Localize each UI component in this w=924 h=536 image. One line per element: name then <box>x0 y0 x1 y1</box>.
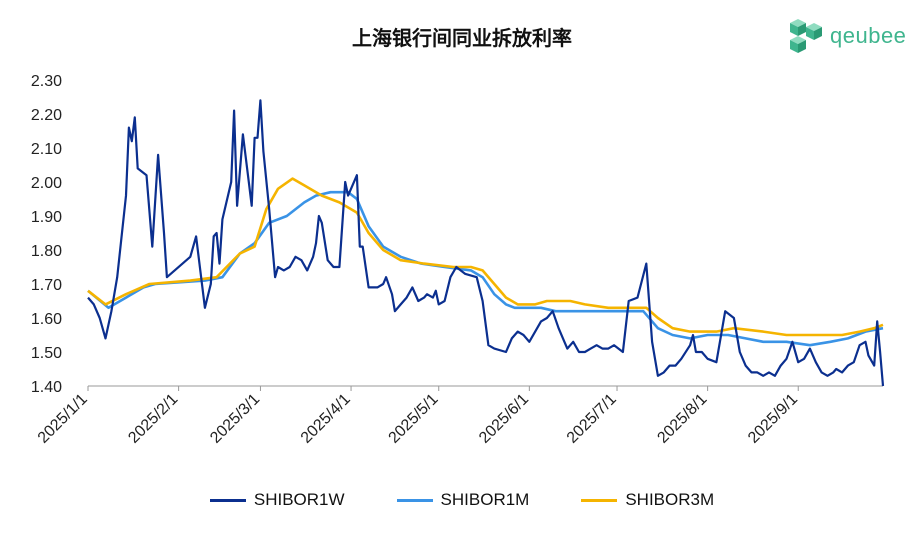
y-tick-label: 2.00 <box>31 175 62 192</box>
x-tick-label: 2025/1/1 <box>35 391 91 447</box>
legend: SHIBOR1W SHIBOR1M SHIBOR3M <box>0 490 924 510</box>
legend-item-shibor3m: SHIBOR3M <box>581 490 714 510</box>
logo-text: qeubee <box>830 23 907 48</box>
x-tick-label: 2025/6/1 <box>476 391 532 447</box>
legend-label: SHIBOR1W <box>253 490 345 509</box>
x-tick-label: 2025/3/1 <box>207 391 263 447</box>
legend-swatch <box>396 498 433 502</box>
y-tick-label: 2.20 <box>31 107 62 124</box>
y-tick-label: 1.70 <box>31 277 62 294</box>
series-line-shibor1w <box>87 99 885 387</box>
y-tick-label: 1.60 <box>31 311 62 328</box>
x-tick-label: 2025/5/1 <box>386 391 442 447</box>
legend-item-shibor1m: SHIBOR1M <box>396 490 530 510</box>
series-line-shibor3m <box>87 177 884 337</box>
legend-item-shibor1w: SHIBOR1W <box>209 490 345 510</box>
x-tick-label: 2025/9/1 <box>745 391 801 447</box>
y-tick-label: 1.80 <box>31 243 62 260</box>
x-tick-label: 2025/8/1 <box>654 391 710 447</box>
chart-title: 上海银行间同业拆放利率 <box>352 28 572 50</box>
brand-logo: qeubee <box>788 16 906 56</box>
y-tick-label: 1.90 <box>31 209 62 226</box>
x-tick-label: 2025/2/1 <box>125 391 181 447</box>
legend-label: SHIBOR1M <box>440 490 530 509</box>
x-tick-label: 2025/4/1 <box>298 391 354 447</box>
y-tick-label: 1.50 <box>31 345 62 362</box>
legend-swatch <box>581 498 618 502</box>
y-tick-label: 2.30 <box>31 73 62 90</box>
y-tick-label: 1.40 <box>31 379 62 396</box>
y-tick-label: 2.10 <box>31 141 62 158</box>
cube-logo-icon <box>790 19 822 53</box>
legend-label: SHIBOR3M <box>625 490 715 509</box>
legend-swatch <box>209 498 246 502</box>
x-tick-label: 2025/7/1 <box>564 391 620 447</box>
